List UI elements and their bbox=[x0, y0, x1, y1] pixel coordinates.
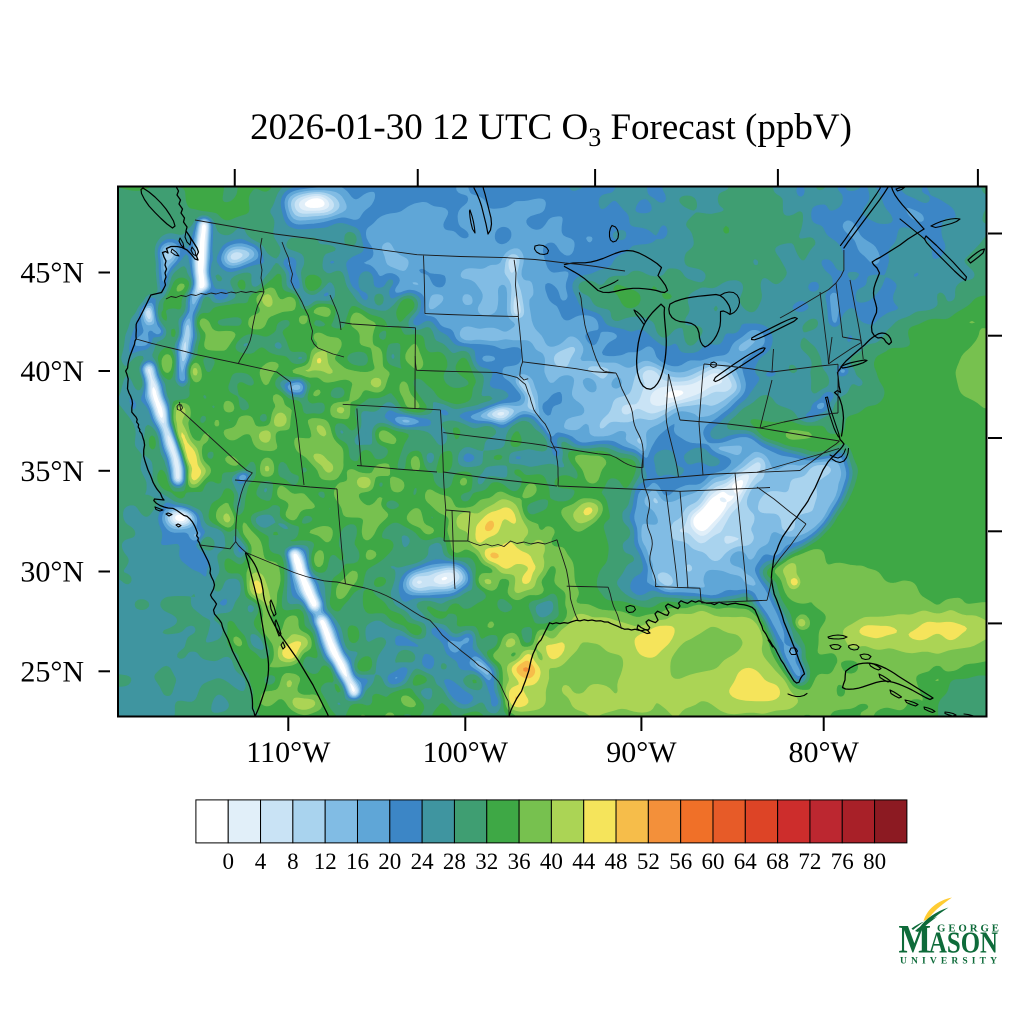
svg-text:12: 12 bbox=[314, 849, 337, 874]
svg-text:76: 76 bbox=[831, 849, 854, 874]
svg-text:24: 24 bbox=[411, 849, 435, 874]
svg-text:90°W: 90°W bbox=[606, 736, 677, 769]
svg-text:2026-01-30 12 UTC O3 Forecast: 2026-01-30 12 UTC O3 Forecast (ppbV) bbox=[250, 107, 852, 152]
svg-text:60: 60 bbox=[702, 849, 725, 874]
svg-text:44: 44 bbox=[572, 849, 596, 874]
svg-text:16: 16 bbox=[346, 849, 369, 874]
svg-text:25°N: 25°N bbox=[20, 655, 84, 688]
svg-text:45°N: 45°N bbox=[20, 257, 84, 290]
svg-text:56: 56 bbox=[669, 849, 692, 874]
svg-text:36: 36 bbox=[508, 849, 531, 874]
svg-text:20: 20 bbox=[378, 849, 401, 874]
svg-text:100°W: 100°W bbox=[423, 736, 509, 769]
svg-text:40: 40 bbox=[540, 849, 563, 874]
svg-text:48: 48 bbox=[605, 849, 628, 874]
svg-text:110°W: 110°W bbox=[246, 736, 331, 769]
svg-text:52: 52 bbox=[637, 849, 660, 874]
svg-text:40°N: 40°N bbox=[20, 355, 84, 388]
svg-text:64: 64 bbox=[734, 849, 758, 874]
svg-text:28: 28 bbox=[443, 849, 466, 874]
svg-text:M: M bbox=[899, 918, 931, 962]
svg-text:30°N: 30°N bbox=[20, 556, 84, 589]
svg-text:4: 4 bbox=[255, 849, 267, 874]
svg-text:68: 68 bbox=[766, 849, 789, 874]
svg-text:72: 72 bbox=[798, 849, 821, 874]
svg-text:35°N: 35°N bbox=[20, 455, 84, 488]
svg-text:80: 80 bbox=[863, 849, 886, 874]
svg-text:8: 8 bbox=[287, 849, 299, 874]
svg-text:32: 32 bbox=[475, 849, 498, 874]
svg-text:ASON: ASON bbox=[929, 926, 998, 960]
svg-text:0: 0 bbox=[222, 849, 234, 874]
svg-text:80°W: 80°W bbox=[789, 736, 860, 769]
